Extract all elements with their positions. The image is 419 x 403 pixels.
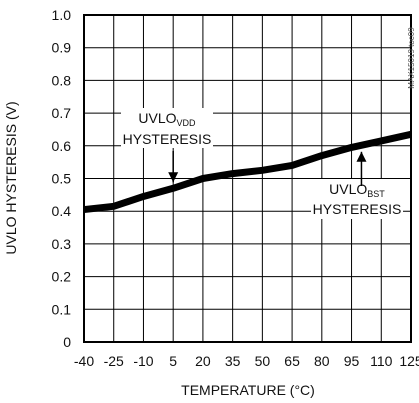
annotation-vdd: UVLOVDD HYSTERESIS — [121, 108, 213, 183]
x-tick-label: 50 — [255, 353, 271, 369]
figure-code: MAX15019 toc09 — [407, 27, 416, 89]
annotation-subtitle: HYSTERESIS — [313, 201, 402, 217]
x-axis-title: TEMPERATURE (°C) — [181, 382, 315, 398]
x-tick-labels: -40 -25 -10 5 20 35 50 65 80 95 110 125 — [74, 353, 419, 369]
annotation-bst: UVLOBST HYSTERESIS — [311, 151, 403, 219]
x-tick-label: 95 — [344, 353, 360, 369]
y-tick-label: 0 — [63, 334, 71, 350]
y-tick-label: 0.1 — [52, 301, 72, 317]
annotation-title: UVLOVDD — [138, 110, 196, 128]
annotation-background — [311, 179, 403, 219]
annotation-background — [121, 108, 213, 148]
y-tick-label: 0.7 — [52, 105, 72, 121]
plot-frame — [83, 14, 412, 343]
x-tick-label: -25 — [104, 353, 124, 369]
annotations: UVLOVDD HYSTERESIS UVLOBST HYSTERESIS — [121, 108, 403, 219]
y-axis-title: UVLO HYSTERESIS (V) — [3, 101, 19, 254]
y-tick-label: 0.8 — [52, 72, 72, 88]
x-tick-label: 110 — [370, 353, 393, 369]
x-tick-label: 5 — [169, 353, 177, 369]
y-tick-label: 0.2 — [52, 269, 72, 285]
y-tick-label: 0.6 — [52, 138, 72, 154]
series-lines — [83, 130, 412, 214]
y-tick-label: 0.5 — [52, 171, 72, 187]
x-tick-label: 125 — [399, 353, 419, 369]
annotation-title: UVLOBST — [329, 181, 385, 199]
y-tick-label: 1.0 — [52, 7, 72, 23]
x-tick-label: -40 — [74, 353, 94, 369]
x-tick-label: 65 — [284, 353, 300, 369]
annotation-arrow-head — [356, 151, 367, 162]
y-tick-label: 0.4 — [52, 203, 72, 219]
y-tick-labels: 0 0.1 0.2 0.3 0.4 0.5 0.6 0.7 0.8 0.9 1.0 — [52, 7, 72, 350]
annotation-arrow-head — [168, 172, 179, 183]
annotation-subtitle: HYSTERESIS — [123, 131, 212, 147]
y-tick-label: 0.9 — [52, 40, 72, 56]
x-tick-label: 20 — [195, 353, 211, 369]
y-tick-label: 0.3 — [52, 236, 72, 252]
x-tick-label: 80 — [314, 353, 330, 369]
x-tick-label: 35 — [225, 353, 241, 369]
series-line — [83, 130, 412, 214]
x-tick-label: -10 — [133, 353, 153, 369]
